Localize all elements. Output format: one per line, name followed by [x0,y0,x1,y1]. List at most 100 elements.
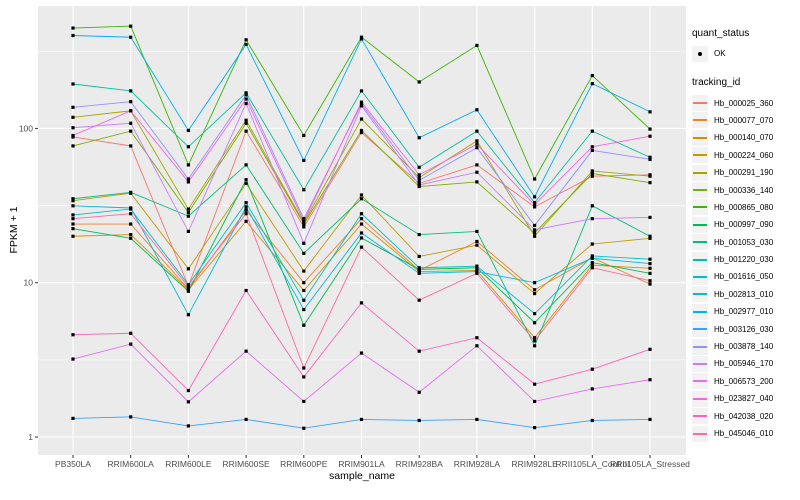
data-point [648,236,652,240]
data-point [244,219,248,223]
data-point [533,223,537,228]
data-point [186,214,190,218]
data-point [590,260,594,265]
data-point [244,349,248,353]
data-point [417,232,421,237]
data-point [129,109,133,113]
data-point [244,101,248,106]
legend-item-Hb_002813_010: Hb_002813_010 [692,286,798,303]
data-point [648,174,652,178]
data-point [244,118,248,122]
data-point [475,180,479,184]
legend-item-Hb_006573_200: Hb_006573_200 [692,373,798,390]
data-point [475,417,479,422]
data-point [590,266,594,270]
data-point [475,108,479,112]
data-point [648,155,652,159]
data-point [648,234,652,238]
data-point [590,169,594,173]
x-tick-label: RRIM600PE [280,459,328,469]
data-point [186,207,190,211]
data-point [186,267,190,271]
data-point [244,97,248,101]
data-point [186,229,190,234]
data-point [129,222,133,226]
data-point [533,344,537,348]
data-point [533,291,537,296]
data-point [533,205,537,209]
legend-item-label: Hb_006573_200 [714,376,774,386]
data-point [359,193,364,197]
data-point [475,271,479,275]
data-point [417,254,421,259]
data-point [417,270,421,274]
data-point [71,115,75,119]
data-point [302,323,306,327]
data-point [302,251,306,255]
data-point [244,417,248,422]
x-tick-label: RRIM928LA [454,459,501,469]
data-point [186,180,190,184]
data-point [359,117,364,121]
legend-item-label: Hb_001616_050 [714,272,774,282]
line-key-icon [692,182,708,199]
series-color-swatch [693,415,707,418]
data-point [359,236,364,240]
data-point [590,387,594,391]
data-point [590,242,594,246]
data-point [302,426,306,430]
data-point [359,245,364,249]
legend-item-label: Hb_000224_060 [714,150,774,160]
line-key-icon [692,286,708,303]
data-point [359,351,364,355]
data-point [590,217,594,221]
data-point [244,201,248,205]
line-key-icon [692,199,708,216]
line-key-icon [692,147,708,164]
data-point [417,175,421,180]
line-key-icon [692,373,708,390]
series-color-swatch [693,119,707,122]
legend: quant_status OK tracking_id Hb_000025_36… [692,28,798,442]
data-point [533,234,537,238]
data-point [71,234,75,238]
series-color-swatch [693,275,707,278]
data-point [186,163,190,167]
legend-item-Hb_003878_140: Hb_003878_140 [692,338,798,355]
data-point [186,313,190,317]
legend-item-label: Hb_002813_010 [714,289,774,299]
data-point [129,121,133,125]
legend-item-label: Hb_002977_010 [714,307,774,317]
legend-item-label: Hb_042038_020 [714,411,774,421]
legend-item-Hb_000025_360: Hb_000025_360 [692,94,798,112]
x-tick-label: RRII105LA_Stressed [610,459,690,469]
line-key-icon [692,268,708,285]
data-point [244,93,248,97]
legend-tracking-id-entries: Hb_000025_360 Hb_000077_070 Hb_000140_070 H… [692,94,798,442]
data-point [359,104,364,108]
y-tick-label: 1 [28,432,33,442]
data-point [648,261,652,266]
data-point [648,215,652,219]
x-tick-label: RRIM928LE [511,459,558,469]
data-point [302,399,306,404]
data-point [359,222,364,226]
data-point [302,366,306,370]
line-key-icon [692,164,708,181]
legend-item-Hb_000865_080: Hb_000865_080 [692,199,798,216]
data-point [475,129,479,133]
series-color-swatch [693,241,707,244]
data-point [533,382,537,386]
chart-svg: 1 10 100 PB350LA RRIM600LA RRIM600LE RRIM600SE… [19,6,690,469]
data-point [590,129,594,133]
x-axis-title: sample_name [329,470,395,482]
data-point [71,416,75,420]
legend-quant-status-title: quant_status [692,28,750,39]
data-point [590,204,594,208]
data-point [648,282,652,286]
legend-item-label: Hb_001053_030 [714,237,774,247]
x-tick-label: RRIM600LA [108,459,155,469]
data-point [417,136,421,140]
line-key-icon [692,303,708,320]
legend-item-Hb_045046_010: Hb_045046_010 [692,425,798,442]
